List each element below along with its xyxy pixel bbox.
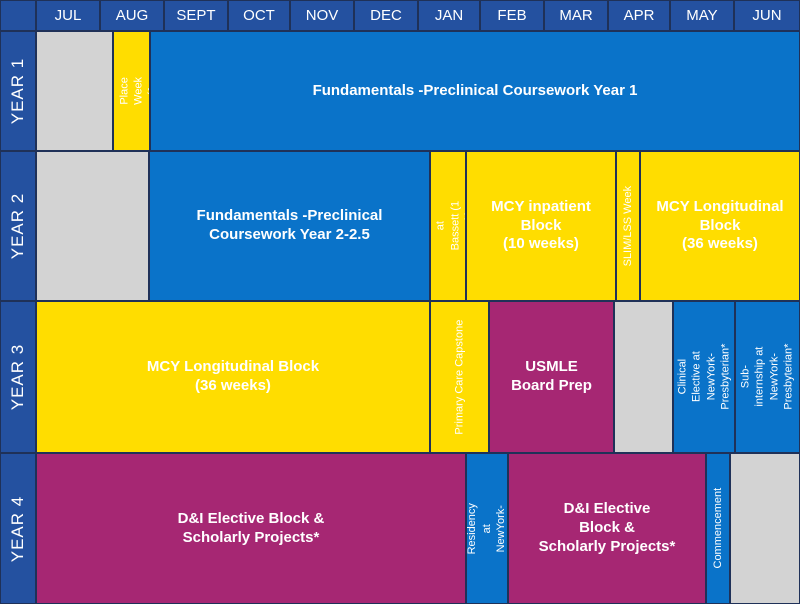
year-2-label: YEAR 2 <box>0 151 36 301</box>
di-elective-block-1: D&I Elective Block & Scholarly Projects* <box>36 453 466 604</box>
month-aug: AUG <box>100 0 164 31</box>
commencement-label: Commencement <box>711 488 724 569</box>
fundamentals-year1-block: Fundamentals -Preclinical Coursework Yea… <box>150 31 800 151</box>
orientation-bassett-block: Orientation at Bassett (1 week) <box>430 151 466 301</box>
month-nov: NOV <box>290 0 354 31</box>
month-jan: JAN <box>418 0 480 31</box>
month-apr: APR <box>608 0 670 31</box>
slim-lss-label: SLIM/LSS Week <box>621 185 634 267</box>
year-3-label: YEAR 3 <box>0 301 36 453</box>
year-1-label: YEAR 1 <box>0 31 36 151</box>
native-to-place-block: Native to Place Week (1 week) <box>113 31 150 151</box>
year-4-text: YEAR 4 <box>8 495 28 562</box>
year2-gap-block <box>36 151 149 301</box>
commencement-block: Commencement <box>706 453 730 604</box>
year-4-label: YEAR 4 <box>0 453 36 604</box>
month-oct: OCT <box>228 0 290 31</box>
subinternship-block: Sub-internship at NewYork-Presbyterian* <box>735 301 800 453</box>
year-2-text: YEAR 2 <box>8 192 28 260</box>
fundamentals-year2-block: Fundamentals -Preclinical Coursework Yea… <box>149 151 430 301</box>
primary-care-capstone-block: Primary Care Capstone <box>430 301 489 453</box>
usmle-board-prep-block: USMLE Board Prep <box>489 301 614 453</box>
subinternship-label: Sub-internship at NewYork-Presbyterian* <box>739 343 795 411</box>
month-jun: JUN <box>734 0 800 31</box>
native-to-place-label: Native to Place Week (1 week) <box>113 77 150 105</box>
month-mar: MAR <box>544 0 608 31</box>
month-jul: JUL <box>36 0 100 31</box>
year-3-text: YEAR 3 <box>8 343 28 411</box>
month-sept: SEPT <box>164 0 228 31</box>
mcy-longitudinal-y2-block: MCY Longitudinal Block (36 weeks) <box>640 151 800 301</box>
primary-care-capstone-label: Primary Care Capstone <box>453 319 466 435</box>
month-may: MAY <box>670 0 734 31</box>
mcy-inpatient-block: MCY inpatient Block (10 weeks) <box>466 151 616 301</box>
di-elective-block-2: D&I Elective Block & Scholarly Projects* <box>508 453 706 604</box>
year4-gap-block <box>730 453 800 604</box>
ready-for-residency-label: Ready for Residency at NewYork-Presbyter… <box>466 502 508 555</box>
header-corner <box>0 0 36 31</box>
year-1-text: YEAR 1 <box>8 57 28 125</box>
clinical-elective-label: Clinical Elective at NewYork-Presbyteria… <box>676 343 732 411</box>
month-feb: FEB <box>480 0 544 31</box>
orientation-bassett-label: Orientation at Bassett (1 week) <box>430 199 466 253</box>
mcy-longitudinal-y3-block: MCY Longitudinal Block (36 weeks) <box>36 301 430 453</box>
year1-gap-block <box>36 31 113 151</box>
ready-for-residency-block: Ready for Residency at NewYork-Presbyter… <box>466 453 508 604</box>
slim-lss-block: SLIM/LSS Week <box>616 151 640 301</box>
clinical-elective-block: Clinical Elective at NewYork-Presbyteria… <box>673 301 735 453</box>
month-dec: DEC <box>354 0 418 31</box>
year3-gap-block <box>614 301 673 453</box>
